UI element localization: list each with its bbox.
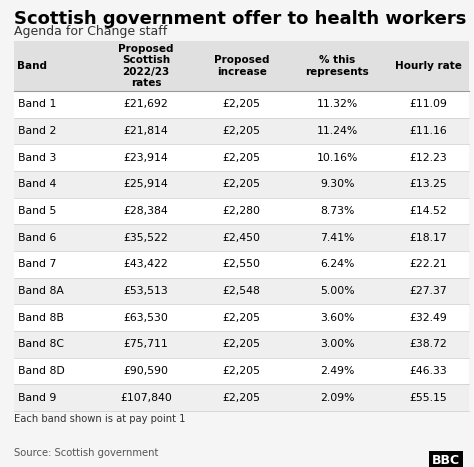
Text: Hourly rate: Hourly rate xyxy=(395,61,462,71)
Text: 2.09%: 2.09% xyxy=(320,393,355,403)
Text: £75,711: £75,711 xyxy=(124,340,169,349)
Text: Agenda for Change staff: Agenda for Change staff xyxy=(14,25,167,38)
Text: 11.24%: 11.24% xyxy=(317,126,358,136)
Text: Band: Band xyxy=(17,61,46,71)
Text: £14.52: £14.52 xyxy=(410,206,447,216)
Text: BBC: BBC xyxy=(432,454,460,467)
Text: Band 4: Band 4 xyxy=(18,179,56,189)
Text: £25,914: £25,914 xyxy=(124,179,169,189)
Text: £2,280: £2,280 xyxy=(223,206,261,216)
Text: 6.24%: 6.24% xyxy=(320,259,355,269)
Text: 11.32%: 11.32% xyxy=(317,99,358,109)
Text: Band 6: Band 6 xyxy=(18,233,56,243)
Text: 10.16%: 10.16% xyxy=(317,153,358,163)
Text: 3.00%: 3.00% xyxy=(320,340,355,349)
Text: Band 5: Band 5 xyxy=(18,206,56,216)
Text: Band 3: Band 3 xyxy=(18,153,56,163)
Text: £12.23: £12.23 xyxy=(410,153,447,163)
Text: Band 8C: Band 8C xyxy=(18,340,64,349)
Text: Band 7: Band 7 xyxy=(18,259,56,269)
Text: Proposed
increase: Proposed increase xyxy=(214,55,270,77)
Text: Band 8B: Band 8B xyxy=(18,312,64,323)
Text: £90,590: £90,590 xyxy=(124,366,169,376)
Text: £28,384: £28,384 xyxy=(124,206,169,216)
Text: Scottish government offer to health workers: Scottish government offer to health work… xyxy=(14,10,466,28)
Text: £53,513: £53,513 xyxy=(124,286,169,296)
Text: £35,522: £35,522 xyxy=(124,233,169,243)
Text: £38.72: £38.72 xyxy=(410,340,447,349)
Text: £32.49: £32.49 xyxy=(410,312,447,323)
Text: Band 2: Band 2 xyxy=(18,126,56,136)
Text: 8.73%: 8.73% xyxy=(320,206,355,216)
Text: £23,914: £23,914 xyxy=(124,153,169,163)
Text: 2.49%: 2.49% xyxy=(320,366,355,376)
Text: £107,840: £107,840 xyxy=(120,393,172,403)
Text: £2,205: £2,205 xyxy=(223,366,261,376)
Text: £11.09: £11.09 xyxy=(410,99,447,109)
Text: 7.41%: 7.41% xyxy=(320,233,355,243)
Text: £2,550: £2,550 xyxy=(223,259,261,269)
Text: £63,530: £63,530 xyxy=(124,312,169,323)
Text: Band 8A: Band 8A xyxy=(18,286,64,296)
Text: £13.25: £13.25 xyxy=(410,179,447,189)
Text: £2,205: £2,205 xyxy=(223,126,261,136)
Text: 9.30%: 9.30% xyxy=(320,179,355,189)
Text: £27.37: £27.37 xyxy=(410,286,447,296)
Text: £22.21: £22.21 xyxy=(410,259,447,269)
Text: £2,205: £2,205 xyxy=(223,153,261,163)
Text: £2,205: £2,205 xyxy=(223,340,261,349)
Text: Band 8D: Band 8D xyxy=(18,366,65,376)
Text: Proposed
Scottish
2022/23
rates: Proposed Scottish 2022/23 rates xyxy=(118,43,174,88)
Text: Each band shown is at pay point 1: Each band shown is at pay point 1 xyxy=(14,414,186,424)
Text: £21,814: £21,814 xyxy=(124,126,169,136)
Text: £2,450: £2,450 xyxy=(223,233,261,243)
Text: 5.00%: 5.00% xyxy=(320,286,355,296)
Text: Source: Scottish government: Source: Scottish government xyxy=(14,448,159,458)
Text: £2,205: £2,205 xyxy=(223,312,261,323)
Text: £43,422: £43,422 xyxy=(124,259,169,269)
Text: £55.15: £55.15 xyxy=(410,393,447,403)
Text: £2,548: £2,548 xyxy=(223,286,261,296)
Text: £21,692: £21,692 xyxy=(124,99,169,109)
Text: % this
represents: % this represents xyxy=(305,55,369,77)
Text: £2,205: £2,205 xyxy=(223,179,261,189)
Text: 3.60%: 3.60% xyxy=(320,312,355,323)
Text: £2,205: £2,205 xyxy=(223,393,261,403)
Text: £46.33: £46.33 xyxy=(410,366,447,376)
Text: Band 9: Band 9 xyxy=(18,393,56,403)
Text: £18.17: £18.17 xyxy=(410,233,447,243)
Text: £2,205: £2,205 xyxy=(223,99,261,109)
Text: £11.16: £11.16 xyxy=(410,126,447,136)
Text: Band 1: Band 1 xyxy=(18,99,56,109)
